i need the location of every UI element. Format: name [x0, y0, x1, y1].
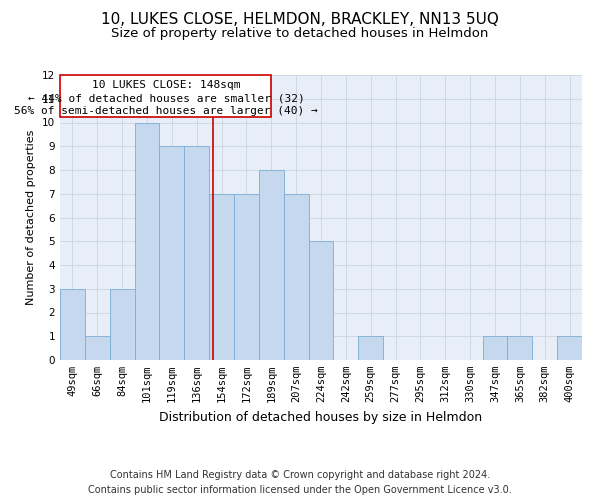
- Bar: [508, 336, 532, 360]
- Bar: [234, 194, 259, 360]
- Text: ← 44% of detached houses are smaller (32): ← 44% of detached houses are smaller (32…: [28, 94, 304, 104]
- Bar: [61, 75, 271, 116]
- Bar: [160, 146, 184, 360]
- Text: 10, LUKES CLOSE, HELMDON, BRACKLEY, NN13 5UQ: 10, LUKES CLOSE, HELMDON, BRACKLEY, NN13…: [101, 12, 499, 28]
- Bar: [259, 170, 284, 360]
- Text: 56% of semi-detached houses are larger (40) →: 56% of semi-detached houses are larger (…: [14, 106, 318, 117]
- Bar: [60, 289, 85, 360]
- Text: 10 LUKES CLOSE: 148sqm: 10 LUKES CLOSE: 148sqm: [92, 80, 240, 90]
- X-axis label: Distribution of detached houses by size in Helmdon: Distribution of detached houses by size …: [160, 410, 482, 424]
- Text: Size of property relative to detached houses in Helmdon: Size of property relative to detached ho…: [112, 28, 488, 40]
- Bar: [184, 146, 209, 360]
- Bar: [209, 194, 234, 360]
- Bar: [482, 336, 508, 360]
- Bar: [110, 289, 134, 360]
- Bar: [85, 336, 110, 360]
- Bar: [557, 336, 582, 360]
- Bar: [134, 122, 160, 360]
- Y-axis label: Number of detached properties: Number of detached properties: [26, 130, 37, 305]
- Bar: [308, 242, 334, 360]
- Bar: [284, 194, 308, 360]
- Bar: [358, 336, 383, 360]
- Text: Contains HM Land Registry data © Crown copyright and database right 2024.
Contai: Contains HM Land Registry data © Crown c…: [88, 470, 512, 495]
